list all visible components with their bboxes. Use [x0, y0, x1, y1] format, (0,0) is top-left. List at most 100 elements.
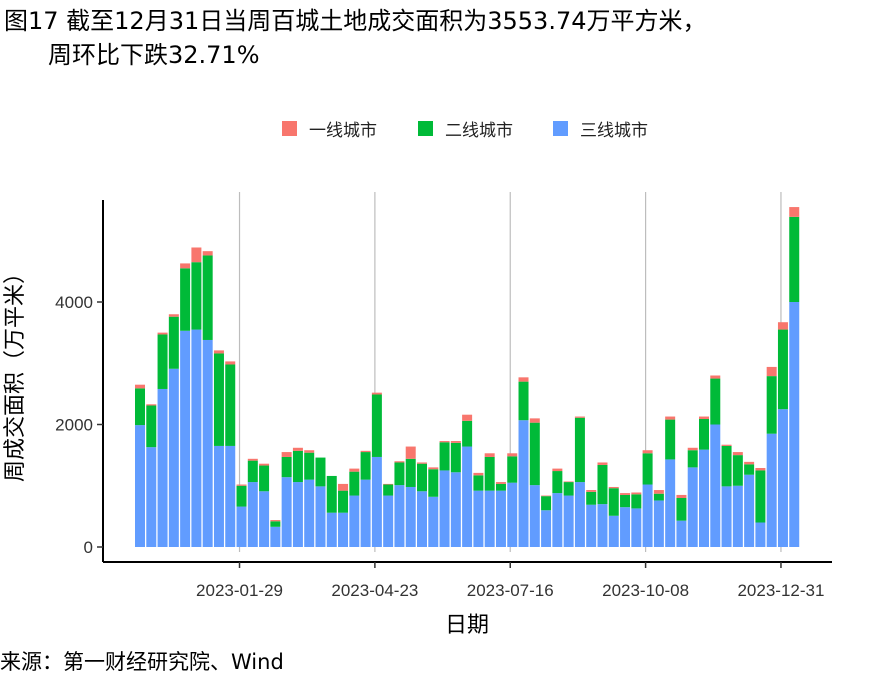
bar-segment: [270, 521, 281, 527]
bar-segment: [777, 329, 788, 410]
bar-segment: [213, 445, 224, 547]
bar-segment: [405, 458, 416, 487]
bar-segment: [766, 433, 777, 547]
chart-title: 图17 截至12月31日当周百城土地成交面积为3553.74万平方米， 周环比下…: [4, 4, 707, 72]
bar-segment: [665, 416, 676, 420]
y-tick-label: 2000: [55, 416, 93, 435]
x-tick-label: 2023-10-08: [602, 581, 689, 600]
bar-segment: [732, 455, 743, 486]
bar-segment: [574, 417, 585, 483]
bar-segment: [360, 452, 371, 480]
bar-segment: [146, 447, 157, 547]
bar-segment: [789, 302, 800, 547]
bar-segment: [450, 472, 461, 547]
bar-segment: [665, 419, 676, 460]
bar-segment: [259, 491, 270, 547]
bar-segment: [462, 420, 473, 447]
bar-segment: [281, 452, 292, 457]
legend-swatch: [553, 121, 568, 136]
bar-segment: [292, 450, 303, 483]
bar-segment: [699, 416, 709, 419]
bar-segment: [710, 375, 721, 379]
bar-segment: [394, 462, 405, 486]
bar-segment: [699, 449, 709, 547]
bar-segment: [191, 247, 202, 263]
bar-segment: [721, 445, 732, 487]
bar-segment: [349, 495, 360, 547]
bar-segment: [687, 467, 698, 547]
bar-segment: [642, 484, 653, 547]
legend-label: 二线城市: [445, 121, 513, 141]
bar-segment: [213, 353, 224, 446]
bar-segment: [349, 468, 360, 472]
bar-segment: [168, 314, 179, 317]
bar-segment: [135, 425, 145, 547]
x-tick-label: 2023-04-23: [331, 581, 418, 600]
bar-segment: [270, 520, 281, 522]
bar-segment: [631, 492, 642, 495]
bar-segment: [202, 339, 213, 547]
bar-segment: [586, 491, 597, 505]
bar-segment: [417, 462, 427, 464]
bar-segment: [450, 442, 461, 473]
bar-segment: [259, 463, 270, 466]
x-tick-label: 2023-01-29: [196, 581, 283, 600]
bar-segment: [732, 452, 743, 456]
bar-segment: [315, 486, 326, 547]
bar-segment: [620, 494, 631, 508]
bar-segment: [676, 498, 687, 521]
bar-segment: [202, 251, 213, 256]
bar-segment: [495, 483, 506, 491]
chart-title-line2: 周环比下跌32.71%: [48, 41, 260, 69]
x-axis-title: 日期: [445, 613, 489, 638]
bar-segment: [304, 450, 315, 453]
bar-segment: [495, 482, 506, 484]
bar-segment: [191, 329, 202, 547]
bar-segment: [180, 330, 191, 547]
bar-segment: [541, 496, 552, 511]
legend-label: 一线城市: [309, 121, 377, 141]
bar-segment: [473, 475, 484, 491]
y-tick-label: 4000: [55, 293, 93, 312]
bar-segment: [202, 255, 213, 340]
bar-segment: [439, 442, 450, 471]
bar-segment: [157, 334, 168, 389]
bar-segment: [653, 490, 664, 494]
bar-segment: [744, 461, 755, 465]
bar-segment: [428, 467, 439, 470]
axes: [102, 200, 832, 563]
bar-segment: [732, 485, 743, 547]
x-tick-label: 2023-07-16: [467, 581, 554, 600]
bar-segment: [608, 488, 619, 516]
bar-segment: [439, 470, 450, 547]
bar-segment: [428, 469, 439, 497]
bar-segment: [631, 508, 642, 547]
bar-segment: [135, 384, 145, 389]
bar-segment: [620, 507, 631, 547]
bar-segment: [529, 422, 540, 486]
bar-segment: [777, 322, 788, 330]
bar-segment: [394, 485, 405, 547]
bar-segment: [450, 441, 461, 443]
bar-segment: [586, 504, 597, 547]
bar-segment: [597, 462, 608, 465]
bar-segment: [586, 490, 597, 492]
bars: [135, 207, 800, 547]
bar-segment: [225, 364, 236, 446]
bar-segment: [507, 453, 518, 457]
bar-segment: [371, 394, 382, 457]
bar-segment: [146, 405, 157, 448]
bar-segment: [405, 446, 416, 459]
bar-segment: [563, 495, 574, 547]
bar-segment: [180, 263, 191, 269]
bar-segment: [168, 368, 179, 547]
bar-segment: [699, 418, 709, 450]
bar-segment: [371, 456, 382, 547]
bar-segment: [597, 464, 608, 505]
y-axis-title: 周成交面积（万平米）: [3, 262, 28, 482]
bar-segment: [687, 447, 698, 451]
bar-segment: [744, 464, 755, 475]
bar-segment: [417, 463, 427, 492]
bar-segment: [383, 495, 394, 547]
